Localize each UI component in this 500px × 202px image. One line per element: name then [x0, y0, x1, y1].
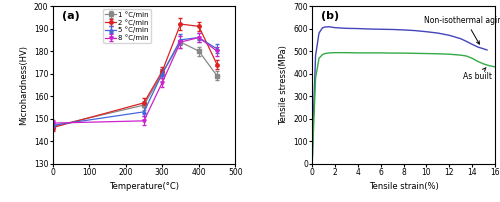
Non-isothermal aging — [469, 43, 475, 45]
Line: Non-isothermal aging: Non-isothermal aging — [312, 27, 487, 164]
As built — [412, 52, 418, 55]
As built — [322, 52, 328, 55]
Line: As built: As built — [312, 53, 495, 164]
Text: (b): (b) — [322, 11, 340, 21]
Non-isothermal aging — [446, 34, 452, 37]
As built — [424, 52, 430, 55]
Text: As built: As built — [463, 68, 492, 81]
Non-isothermal aging — [316, 32, 322, 34]
Non-isothermal aging — [309, 162, 315, 165]
As built — [389, 52, 395, 54]
Non-isothermal aging — [310, 117, 316, 120]
Non-isothermal aging — [320, 27, 326, 29]
X-axis label: Tensile strain(%): Tensile strain(%) — [368, 182, 438, 191]
Non-isothermal aging — [344, 27, 349, 29]
Non-isothermal aging — [458, 38, 464, 40]
As built — [492, 66, 498, 68]
Non-isothermal aging — [464, 40, 469, 43]
As built — [310, 158, 316, 160]
As built — [435, 53, 441, 55]
Non-isothermal aging — [389, 28, 395, 31]
As built — [469, 57, 475, 60]
Non-isothermal aging — [475, 46, 481, 48]
As built — [326, 52, 332, 54]
Non-isothermal aging — [378, 28, 384, 31]
Legend: 1 °C/min, 2 °C/min, 5 °C/min, 8 °C/min: 1 °C/min, 2 °C/min, 5 °C/min, 8 °C/min — [104, 9, 150, 43]
Non-isothermal aging — [480, 48, 486, 50]
As built — [480, 63, 486, 65]
As built — [458, 54, 464, 56]
Non-isothermal aging — [366, 28, 372, 30]
Y-axis label: Microhardness(HV): Microhardness(HV) — [20, 45, 28, 125]
Non-isothermal aging — [332, 26, 338, 29]
As built — [320, 54, 326, 56]
Non-isothermal aging — [484, 49, 490, 51]
Non-isothermal aging — [400, 29, 406, 31]
As built — [310, 133, 316, 136]
Non-isothermal aging — [310, 156, 316, 158]
As built — [400, 52, 406, 54]
As built — [309, 162, 315, 165]
Non-isothermal aging — [412, 29, 418, 32]
X-axis label: Temperature(°C): Temperature(°C) — [109, 182, 179, 191]
Text: Non-isothermal aging: Non-isothermal aging — [424, 16, 500, 44]
As built — [344, 52, 349, 54]
Non-isothermal aging — [435, 32, 441, 34]
As built — [475, 60, 481, 63]
As built — [446, 53, 452, 55]
Y-axis label: Tensile stress(MPa): Tensile stress(MPa) — [279, 45, 288, 125]
As built — [316, 57, 322, 60]
Non-isothermal aging — [326, 26, 332, 28]
As built — [312, 77, 318, 79]
Non-isothermal aging — [312, 54, 318, 57]
As built — [366, 52, 372, 54]
As built — [464, 55, 469, 57]
Non-isothermal aging — [322, 26, 328, 28]
Non-isothermal aging — [424, 31, 430, 33]
As built — [486, 64, 492, 67]
Text: (a): (a) — [62, 11, 80, 21]
Non-isothermal aging — [355, 27, 361, 30]
As built — [332, 52, 338, 54]
As built — [378, 52, 384, 54]
As built — [355, 52, 361, 54]
